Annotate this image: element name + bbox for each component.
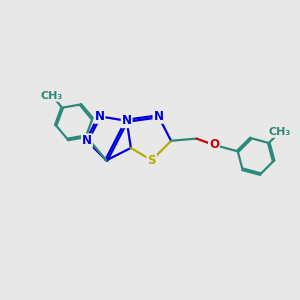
Text: N: N xyxy=(82,134,92,147)
Text: S: S xyxy=(148,154,156,167)
Text: CH₃: CH₃ xyxy=(269,127,291,137)
Text: N: N xyxy=(122,114,132,127)
Text: CH₃: CH₃ xyxy=(41,91,63,101)
Text: N: N xyxy=(94,110,104,123)
Text: O: O xyxy=(209,138,219,152)
Text: N: N xyxy=(154,110,164,123)
